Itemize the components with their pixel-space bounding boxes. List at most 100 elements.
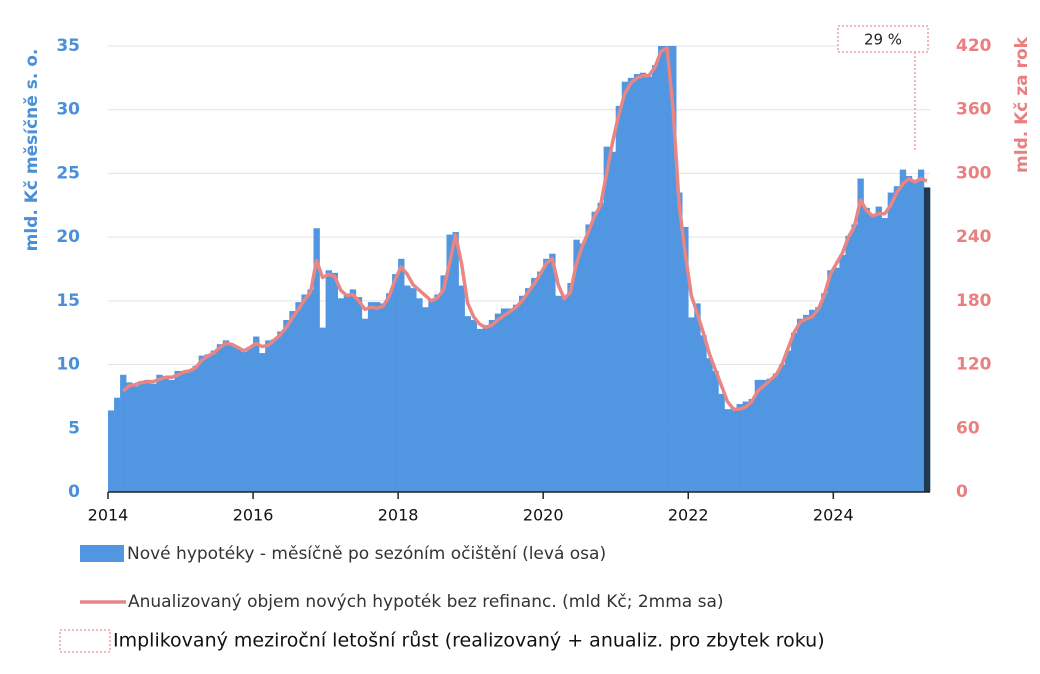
bar	[500, 308, 508, 492]
bar	[271, 339, 278, 492]
legend-swatch	[80, 545, 124, 562]
bar	[470, 319, 477, 492]
bar	[295, 302, 302, 492]
bar	[712, 370, 719, 492]
bar	[531, 277, 538, 492]
y2-tick-label: 420	[956, 36, 992, 56]
bar	[881, 218, 888, 492]
bar	[893, 186, 901, 492]
y-tick-label: 5	[68, 418, 80, 438]
bar	[839, 254, 846, 492]
bar	[259, 353, 266, 492]
bar	[591, 211, 598, 492]
bar	[307, 289, 314, 492]
bar	[379, 303, 387, 492]
bar	[772, 373, 780, 492]
bar	[367, 302, 375, 492]
bar	[222, 340, 230, 492]
bar	[633, 74, 641, 492]
bar	[428, 300, 435, 492]
x-tick-label: 2016	[233, 506, 274, 525]
legend-label: Nové hypotéky - měsíčně po sezóním očišt…	[127, 544, 606, 564]
bar	[609, 151, 617, 492]
y-tick-label: 0	[68, 482, 80, 502]
bar	[488, 319, 496, 492]
y-axis-title: mld. Kč měsíčně s. o.	[22, 49, 42, 252]
bar	[778, 364, 786, 492]
x-tick-label: 2014	[88, 506, 129, 525]
bar	[639, 72, 647, 492]
bar	[247, 346, 254, 492]
bar	[476, 328, 484, 492]
bar	[416, 298, 423, 492]
bar	[724, 409, 731, 492]
y2-tick-label: 180	[956, 291, 992, 311]
bar	[410, 288, 417, 492]
bar	[228, 345, 236, 492]
bar	[766, 378, 774, 492]
bar	[446, 234, 453, 492]
bar	[857, 178, 864, 493]
bar	[748, 398, 756, 492]
bar	[253, 336, 260, 492]
legend-label: Anualizovaný objem nových hypoték bez re…	[128, 592, 724, 612]
bar	[108, 410, 115, 492]
bar	[331, 272, 338, 492]
bar	[651, 65, 659, 492]
bar	[120, 374, 127, 492]
bar	[718, 393, 725, 492]
bar	[863, 207, 870, 492]
bar	[216, 344, 224, 492]
bar	[742, 401, 749, 492]
bar	[234, 348, 242, 492]
bar	[905, 175, 913, 492]
bar	[760, 379, 768, 492]
bar	[585, 224, 592, 492]
bar	[343, 294, 351, 492]
bar	[313, 228, 320, 493]
bar	[815, 307, 822, 492]
bar	[803, 314, 810, 492]
bar	[875, 206, 882, 492]
bar	[706, 358, 713, 492]
bar	[162, 376, 169, 492]
bar	[869, 214, 876, 492]
y-tick-label: 20	[56, 227, 80, 247]
bar	[144, 379, 151, 492]
bar	[458, 285, 465, 492]
bar	[603, 146, 610, 492]
bar	[694, 303, 701, 492]
legend-swatch	[59, 629, 111, 653]
y2-tick-label: 360	[956, 100, 992, 120]
bar	[525, 288, 532, 492]
bar	[555, 295, 562, 492]
bar	[337, 298, 345, 492]
bar	[923, 187, 931, 492]
x-tick-label: 2022	[668, 506, 709, 525]
bar	[851, 224, 858, 492]
bar	[126, 382, 133, 492]
bar	[670, 46, 677, 492]
bar	[579, 243, 586, 492]
bar	[833, 267, 840, 492]
bar	[543, 258, 550, 492]
y-tick-label: 30	[56, 100, 80, 120]
bar	[168, 379, 175, 492]
bar	[325, 270, 332, 492]
bar	[289, 311, 296, 492]
bar	[422, 307, 429, 492]
bar	[784, 350, 792, 492]
line-series	[121, 46, 928, 411]
bar	[464, 316, 471, 492]
bar	[682, 226, 689, 492]
bar	[204, 354, 212, 492]
bar	[676, 192, 683, 493]
x-tick-label: 2024	[813, 506, 854, 525]
bar	[265, 340, 272, 492]
bar	[349, 289, 357, 492]
bar	[567, 283, 574, 492]
annotation-box	[837, 25, 929, 53]
bar	[845, 235, 852, 492]
bar	[827, 270, 834, 492]
bar	[664, 46, 671, 492]
